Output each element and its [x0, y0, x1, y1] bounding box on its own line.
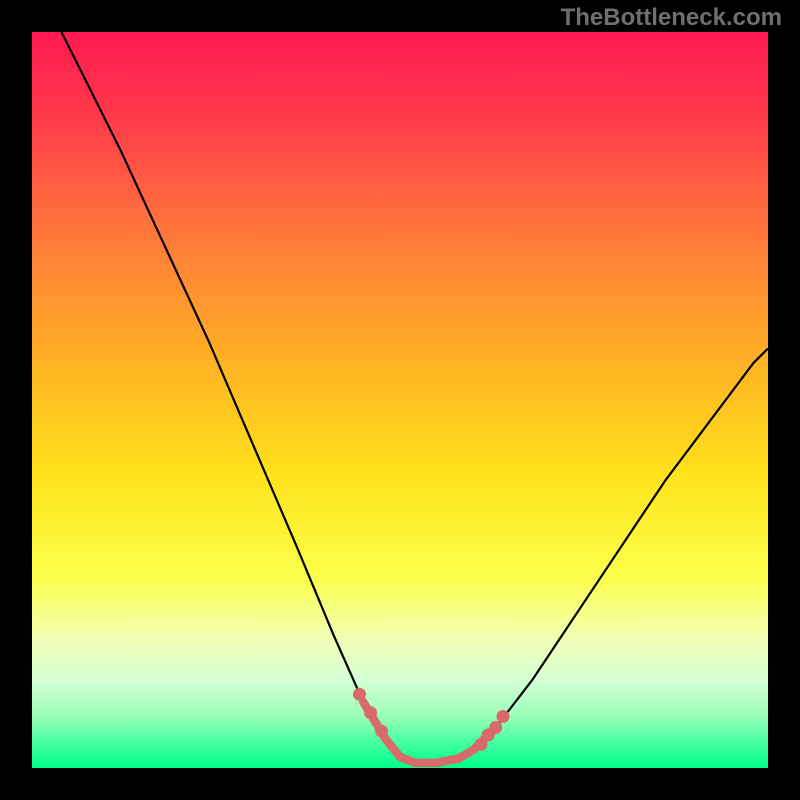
chart-root: TheBottleneck.com	[0, 0, 800, 800]
plot-area	[32, 32, 768, 768]
watermark-text: TheBottleneck.com	[561, 4, 782, 32]
trough-dot	[375, 725, 388, 738]
trough-dot	[353, 688, 366, 701]
trough-dot	[489, 721, 502, 734]
gradient-background	[32, 32, 768, 768]
trough-dot	[497, 710, 510, 723]
trough-dot	[364, 706, 377, 719]
